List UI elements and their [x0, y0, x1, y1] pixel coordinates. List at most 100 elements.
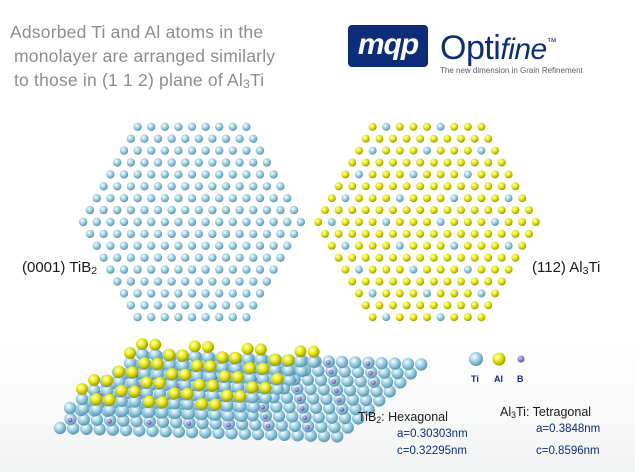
slab-ti-atom — [117, 414, 130, 427]
al-atom — [334, 182, 343, 191]
al-atom — [409, 241, 418, 250]
slab-al-atom — [269, 353, 282, 366]
ti-atom — [187, 265, 197, 274]
al-atom — [409, 313, 418, 322]
slab-al-atom — [163, 348, 176, 361]
al-atom — [484, 301, 493, 310]
slab-ti-atom — [317, 429, 331, 443]
ti-atom — [242, 313, 251, 322]
ti-atom — [92, 217, 102, 227]
ti-atom — [126, 205, 135, 215]
ti-atom — [221, 182, 231, 191]
al-atom — [436, 289, 445, 298]
ti-atom — [113, 205, 122, 215]
ti-atom — [140, 158, 149, 167]
al-atom — [429, 206, 438, 215]
slab-ti-atom — [338, 411, 352, 425]
ti-atom — [235, 277, 244, 286]
al-atom — [497, 229, 506, 238]
slab-al-atom — [138, 357, 151, 370]
ti-atom — [133, 122, 142, 131]
slab-ti-atom — [346, 393, 359, 406]
ti-atom — [106, 170, 115, 179]
ti-atom — [153, 134, 163, 143]
slab-ti-atom — [259, 391, 272, 404]
slab-ti-atom — [272, 409, 286, 423]
ti-atom — [296, 217, 305, 227]
ti-atom — [368, 289, 377, 298]
ti-atom — [194, 182, 203, 191]
ti-atom — [269, 265, 278, 274]
al-atom — [457, 301, 465, 310]
al-atom — [491, 265, 499, 274]
ti-atom — [201, 170, 210, 179]
ti-atom — [221, 134, 231, 143]
ti-atom — [181, 277, 190, 286]
al-atom — [382, 146, 391, 155]
al-atom — [416, 182, 425, 191]
ti-atom — [174, 313, 183, 322]
slab-al-atom — [90, 393, 103, 406]
ti-atom — [215, 194, 224, 203]
al-atom — [491, 170, 499, 179]
al-atom — [361, 134, 370, 143]
al-atom — [450, 289, 459, 298]
slab-ti-atom — [115, 394, 128, 407]
ti-atom — [147, 146, 156, 155]
heading-line-3: to those in (1 1 2) plane of Al3Ti — [10, 68, 330, 96]
ti-atom — [119, 265, 129, 274]
al-atom — [355, 289, 363, 298]
al-atom — [436, 146, 445, 155]
al-atom — [511, 229, 520, 238]
ti-atom — [133, 313, 142, 322]
slab-ti-atom — [126, 376, 139, 389]
al-atom — [355, 146, 363, 155]
al-atom — [375, 277, 384, 286]
slab-ti-atom — [93, 423, 106, 436]
ti-atom — [255, 194, 265, 203]
slab-ti-atom — [295, 364, 308, 377]
ti-atom — [255, 265, 265, 274]
slab-ti-atom — [169, 406, 182, 419]
al-atom — [395, 218, 404, 226]
slab-ti-atom — [375, 357, 388, 370]
ti-atom — [181, 205, 190, 215]
al-atom — [463, 146, 472, 155]
slab-al-atom — [115, 384, 128, 397]
slab-al-atom — [193, 378, 206, 391]
al-atom — [429, 182, 438, 191]
slab-ti-atom — [231, 380, 245, 394]
ti-atom — [504, 194, 513, 203]
slab-al-atom — [257, 362, 270, 375]
slab-ti-atom — [278, 428, 291, 441]
ti-atom — [235, 158, 244, 167]
slab-ti-atom — [130, 414, 143, 428]
al-atom — [457, 277, 465, 286]
al-atom — [341, 218, 350, 226]
ti-atom — [215, 241, 224, 250]
ti-atom — [208, 277, 217, 286]
ti-atom — [167, 205, 176, 215]
al-atom — [484, 134, 493, 143]
al-atom — [436, 241, 445, 250]
ti-atom — [126, 301, 135, 310]
slab-al-atom — [188, 340, 201, 353]
slab-ti-atom — [212, 426, 225, 439]
ti-atom — [99, 205, 108, 215]
slab-al-atom — [229, 351, 242, 364]
ti-atom — [289, 229, 299, 239]
slab-ti-atom — [304, 429, 317, 442]
ti-atom — [242, 170, 251, 179]
al-atom — [423, 170, 431, 179]
ti-atom — [235, 205, 244, 215]
ti-atom — [140, 229, 149, 239]
ti-atom — [327, 218, 336, 226]
ti-atom — [153, 158, 163, 167]
slab-ti-atom — [388, 357, 401, 370]
slab-ti-atom — [243, 371, 257, 385]
ti-atom — [201, 217, 210, 227]
ti-atom — [276, 205, 285, 215]
slab-ti-atom — [249, 418, 262, 431]
ti-atom — [208, 182, 217, 191]
ti-atom — [147, 289, 156, 298]
